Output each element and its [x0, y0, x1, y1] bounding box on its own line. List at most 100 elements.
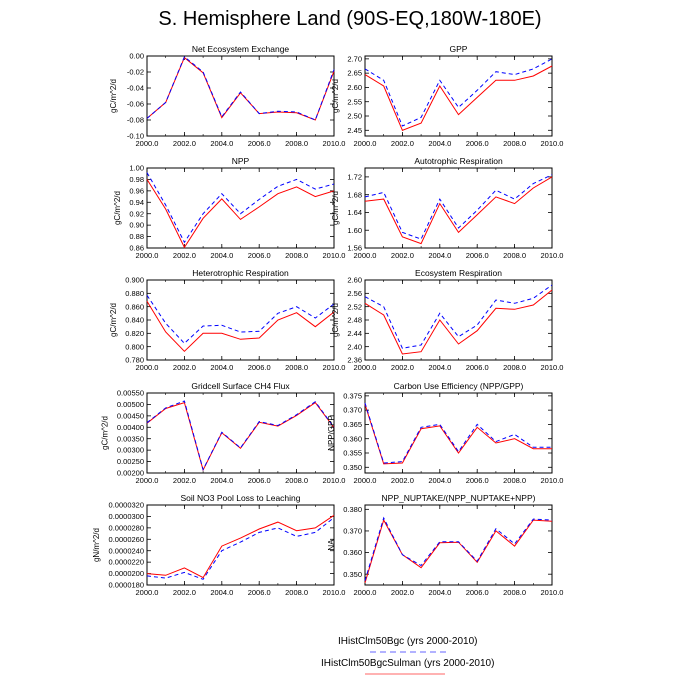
x-tick-label: 2010.0 — [541, 251, 564, 260]
x-tick-label: 2002.0 — [391, 363, 414, 372]
x-tick-label: 2002.0 — [391, 251, 414, 260]
x-tick-label: 2006.0 — [248, 588, 271, 597]
x-tick-label: 2006.0 — [466, 476, 489, 485]
y-axis-label: gC/m^2/d — [109, 303, 118, 337]
y-tick-label: 0.96 — [129, 186, 144, 195]
y-tick-label: 2.44 — [347, 329, 362, 338]
plot-frame — [364, 55, 553, 137]
y-tick-label: 0.86 — [129, 244, 144, 253]
y-tick-label: -0.02 — [127, 68, 144, 77]
series-line-bgc — [146, 517, 335, 580]
y-tick-label: 0.350 — [343, 463, 362, 472]
y-tick-label: 2.70 — [347, 54, 362, 63]
series-line-sulman — [146, 301, 335, 353]
y-tick-label: 0.00250 — [117, 457, 144, 466]
x-tick-label: 2010.0 — [541, 476, 564, 485]
series-line-bgc — [364, 516, 553, 581]
y-tick-label: 0.900 — [125, 276, 144, 285]
y-tick-label: 1.68 — [347, 190, 362, 199]
y-axis-label: NA — [327, 539, 336, 551]
legend-line-sulman — [365, 673, 445, 675]
series-line-bgc — [146, 172, 335, 244]
chart-panel-7: Carbon Use Efficiency (NPP/GPP) 2000.0 200… — [327, 381, 563, 485]
y-tick-label: 0.380 — [343, 505, 362, 514]
plot-frame — [146, 55, 335, 137]
series-line-bgc — [146, 55, 335, 121]
x-tick-label: 2000.0 — [136, 588, 159, 597]
x-tick-label: 2004.0 — [428, 476, 451, 485]
y-tick-label: 0.365 — [343, 420, 362, 429]
y-tick-label: 2.52 — [347, 302, 362, 311]
x-tick-label: 2002.0 — [391, 139, 414, 148]
plot-frame — [364, 167, 553, 249]
y-tick-label: 0.00350 — [117, 434, 144, 443]
x-tick-label: 2002.0 — [173, 476, 196, 485]
y-tick-label: 0.0000280 — [109, 523, 144, 532]
series-line-bgc — [146, 295, 335, 345]
chart-title: Gridcell Surface CH4 Flux — [191, 381, 290, 391]
y-tick-label: 0.370 — [343, 406, 362, 415]
series-line-bgc — [364, 402, 552, 464]
y-tick-label: 1.60 — [347, 226, 362, 235]
x-tick-label: 2006.0 — [248, 139, 271, 148]
x-tick-label: 2010.0 — [323, 588, 346, 597]
chart-title: Carbon Use Efficiency (NPP/GPP) — [394, 381, 524, 391]
y-tick-label: 2.40 — [347, 342, 362, 351]
y-tick-label: 0.0000320 — [109, 501, 144, 510]
chart-title: Net Ecosystem Exchange — [192, 44, 290, 54]
y-tick-label: 1.00 — [129, 164, 144, 173]
x-tick-label: 2008.0 — [285, 476, 308, 485]
chart-panel-6: Gridcell Surface CH4 Flux 2000.0 2002.0 200… — [101, 381, 346, 485]
series-line-sulman — [364, 65, 553, 131]
series-line-sulman — [364, 404, 552, 465]
y-tick-label: 0.88 — [129, 232, 144, 241]
y-tick-label: 0.350 — [343, 570, 362, 579]
x-tick-label: 2000.0 — [136, 476, 159, 485]
x-tick-label: 2010.0 — [541, 588, 564, 597]
x-tick-label: 2006.0 — [466, 251, 489, 260]
y-tick-label: 2.55 — [347, 97, 362, 106]
y-tick-label: 1.72 — [347, 172, 362, 181]
x-tick-label: 2002.0 — [173, 363, 196, 372]
y-tick-label: 0.00300 — [117, 446, 144, 455]
y-tick-label: 0.840 — [125, 316, 144, 325]
y-tick-label: 2.50 — [347, 112, 362, 121]
x-tick-label: 2010.0 — [541, 139, 564, 148]
y-tick-label: 0.00550 — [117, 389, 144, 398]
x-tick-label: 2008.0 — [503, 588, 526, 597]
chart-panel-5: Ecosystem Respiration 2000.0 2002.0 2004.0 2… — [331, 268, 563, 372]
series-line-bgc — [364, 58, 553, 127]
plot-frame — [146, 392, 335, 474]
y-tick-label: 2.65 — [347, 69, 362, 78]
y-tick-label: 0.0000260 — [109, 535, 144, 544]
x-tick-label: 2002.0 — [173, 588, 196, 597]
x-tick-label: 2000.0 — [354, 139, 377, 148]
y-tick-label: -0.08 — [127, 116, 144, 125]
chart-title: NPP — [232, 156, 250, 166]
y-tick-label: 2.48 — [347, 316, 362, 325]
chart-panel-8: Soil NO3 Pool Loss to Leaching 2000.0 2002… — [92, 493, 345, 597]
chart-title: Autotrophic Respiration — [414, 156, 503, 166]
x-tick-label: 2010.0 — [323, 363, 346, 372]
y-tick-label: 0.360 — [343, 434, 362, 443]
plot-frame — [364, 279, 553, 361]
x-tick-label: 2004.0 — [428, 139, 451, 148]
x-tick-label: 2010.0 — [323, 139, 346, 148]
x-tick-label: 2008.0 — [503, 363, 526, 372]
y-tick-label: 0.820 — [125, 329, 144, 338]
y-tick-label: 0.00200 — [117, 469, 144, 478]
plot-frame — [364, 392, 553, 474]
y-tick-label: 2.60 — [347, 83, 362, 92]
y-tick-label: 0.375 — [343, 391, 362, 400]
series-line-sulman — [146, 179, 335, 249]
y-tick-label: 0.90 — [129, 221, 144, 230]
x-tick-label: 2000.0 — [354, 588, 377, 597]
series-line-bgc — [146, 400, 335, 471]
x-tick-label: 2008.0 — [285, 139, 308, 148]
x-tick-label: 2000.0 — [354, 251, 377, 260]
x-tick-label: 2008.0 — [503, 139, 526, 148]
chart-panel-0: Net Ecosystem Exchange 2000.0 2002.0 2004.0… — [109, 44, 345, 148]
x-tick-label: 2006.0 — [466, 588, 489, 597]
x-tick-label: 2004.0 — [428, 588, 451, 597]
